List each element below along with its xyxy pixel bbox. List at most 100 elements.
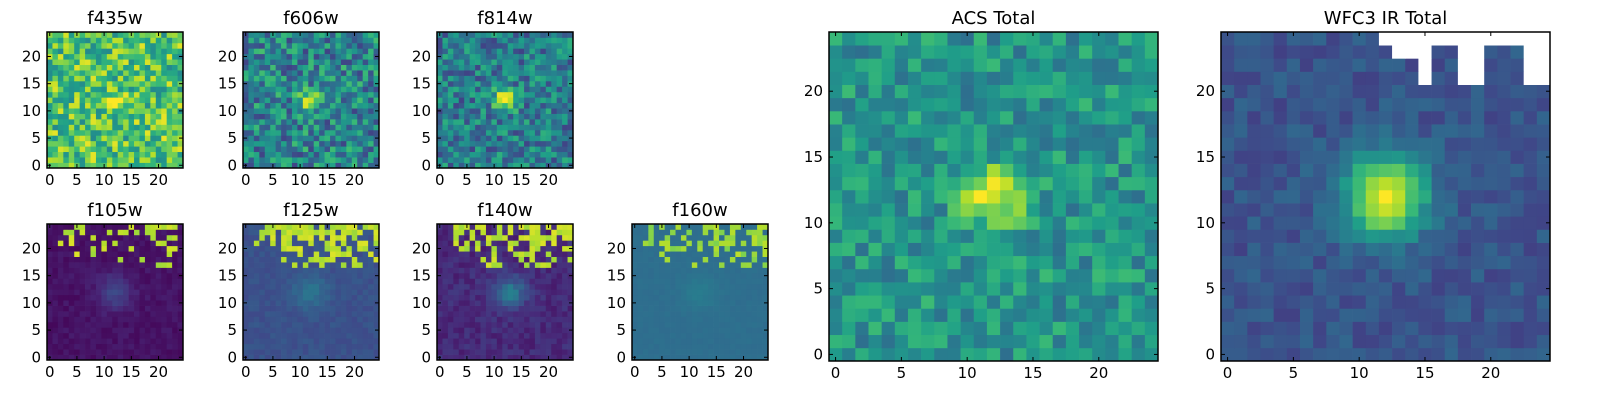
heatmap-cell: [155, 234, 162, 241]
heatmap-cell: [253, 97, 260, 104]
heatmap-cell: [85, 108, 91, 114]
heatmap-cell: [308, 311, 315, 317]
heatmap-cell: [524, 343, 530, 350]
heatmap-cell: [101, 229, 108, 236]
heatmap-cell: [335, 37, 342, 44]
heatmap-cell: [485, 140, 492, 147]
heatmap-cell: [166, 97, 173, 104]
heatmap-cell: [1000, 282, 1014, 296]
heatmap-cell: [556, 240, 563, 247]
heatmap-cell: [150, 80, 157, 87]
heatmap-cell: [281, 343, 287, 350]
heatmap-cell: [259, 278, 266, 285]
heatmap-cell: [513, 327, 519, 334]
heatmap-cell: [475, 311, 481, 317]
heatmap-cell: [496, 157, 503, 163]
heatmap-cell: [150, 48, 157, 55]
heatmap-cell: [172, 321, 178, 328]
heatmap-cell: [551, 91, 558, 98]
heatmap-cell: [670, 251, 676, 257]
heatmap-cell: [524, 129, 530, 136]
heatmap-cell: [308, 305, 315, 312]
heatmap-cell: [507, 283, 514, 290]
heatmap-cell: [90, 234, 97, 241]
heatmap-cell: [275, 283, 282, 290]
heatmap-cell: [642, 321, 649, 328]
heatmap-cell: [313, 135, 320, 142]
heatmap-cell: [308, 135, 315, 142]
heatmap-cell: [324, 157, 331, 163]
heatmap-cell: [469, 283, 476, 290]
heatmap-cell: [308, 354, 315, 361]
heatmap-cell: [529, 48, 536, 55]
heatmap-cell: [362, 354, 369, 361]
heatmap-cell: [368, 75, 374, 82]
heatmap-cell: [324, 86, 331, 93]
heatmap-cell: [150, 245, 157, 252]
heatmap-cell: [469, 113, 476, 120]
heatmap-cell: [702, 316, 709, 323]
heatmap-cells: [437, 224, 574, 361]
heatmap-cell: [1144, 255, 1159, 270]
heatmap-cell: [286, 53, 293, 60]
heatmap-cell: [144, 97, 151, 104]
heatmap-cell: [524, 327, 530, 334]
heatmap-cell: [166, 32, 173, 38]
heatmap-cell: [545, 294, 552, 301]
heatmap-cell: [112, 289, 119, 296]
heatmap-cell: [330, 135, 336, 142]
heatmap-cell: [740, 332, 747, 339]
heatmap-cell: [166, 245, 173, 252]
heatmap-cell: [128, 157, 135, 163]
heatmap-cell: [134, 234, 140, 241]
heatmap-cell: [562, 97, 568, 104]
heatmap-cell: [659, 343, 665, 350]
heatmap-cell: [373, 321, 380, 328]
heatmap-cell: [313, 146, 320, 153]
heatmap-cell: [545, 140, 552, 147]
heatmap-cell: [313, 108, 320, 114]
heatmap-cell: [52, 146, 59, 153]
heatmap-cell: [330, 48, 336, 55]
heatmap-cell: [664, 229, 671, 236]
heatmap-cell: [648, 224, 655, 230]
heatmap-cell: [85, 300, 91, 306]
heatmap-cell: [357, 343, 364, 350]
heatmap-cell: [79, 240, 86, 247]
heatmap-cell: [128, 70, 135, 76]
heatmap-cell: [556, 86, 563, 93]
heatmap-cell: [368, 272, 374, 279]
heatmap-cell: [907, 334, 922, 349]
heatmap-cell: [177, 42, 184, 49]
heatmap-cell: [281, 338, 287, 345]
heatmap-cell: [464, 272, 470, 279]
heatmap-cell: [986, 163, 1001, 178]
heatmap-cell: [319, 97, 325, 104]
heatmap-cell: [540, 151, 547, 158]
heatmap-cell: [330, 300, 336, 306]
heatmap-cell: [139, 229, 146, 236]
heatmap-cell: [253, 294, 260, 301]
heatmap-cell: [442, 146, 449, 153]
heatmap-cell: [551, 245, 558, 252]
heatmap-cell: [464, 305, 470, 312]
heatmap-cell: [868, 268, 882, 283]
heatmap-cell: [123, 316, 129, 323]
heatmap-cell: [708, 234, 714, 241]
heatmap-cell: [762, 240, 769, 247]
heatmap-cell: [52, 129, 59, 136]
heatmap-cell: [540, 245, 547, 252]
heatmap-cell: [123, 256, 129, 263]
heatmap-cell: [368, 289, 374, 296]
heatmap-cell: [653, 327, 660, 334]
heatmap-cell: [524, 234, 530, 241]
heatmap-cell: [172, 157, 178, 163]
heatmap-cell: [150, 157, 157, 163]
heatmap-cell: [740, 278, 747, 285]
heatmap-cell: [545, 289, 552, 296]
heatmap-cell: [545, 124, 552, 131]
heatmap-cell: [453, 135, 460, 142]
heatmap-cell: [485, 91, 492, 98]
heatmap-cell: [751, 327, 758, 334]
heatmap-cell: [637, 321, 644, 328]
